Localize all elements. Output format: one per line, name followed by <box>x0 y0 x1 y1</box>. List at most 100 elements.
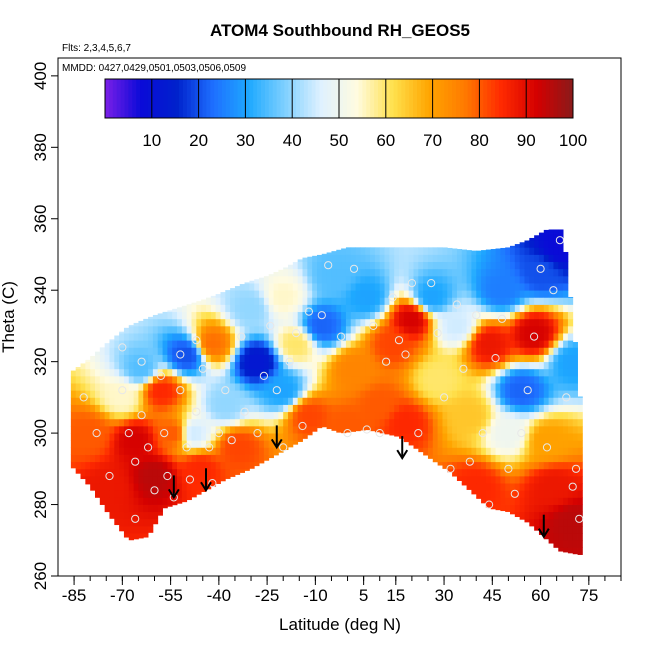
rh-cell <box>316 418 323 427</box>
rh-cell <box>345 261 352 270</box>
rh-cell <box>114 440 120 448</box>
rh-cell <box>234 411 241 420</box>
rh-cell <box>447 340 453 348</box>
rh-cell <box>379 304 385 313</box>
rh-cell <box>423 318 429 327</box>
rh-cell <box>452 248 458 255</box>
x-tick-label: 15 <box>386 586 405 605</box>
rh-cell <box>490 433 496 441</box>
rh-cell <box>95 483 101 491</box>
rh-cell <box>379 347 385 355</box>
rh-cell <box>191 411 197 420</box>
rh-cell <box>534 433 540 441</box>
rh-cell <box>181 368 188 377</box>
rh-cell <box>316 304 323 313</box>
rh-cell <box>403 433 410 441</box>
rh-cell <box>119 331 125 334</box>
rh-cell <box>543 361 550 370</box>
rh-cell <box>278 275 284 284</box>
rh-cell <box>355 304 361 313</box>
rh-cell <box>273 297 279 305</box>
rh-cell <box>500 404 506 413</box>
rh-cell <box>341 275 347 284</box>
rh-cell <box>505 297 511 305</box>
rh-cell <box>524 518 530 523</box>
rh-cell <box>90 383 96 391</box>
rh-cell <box>384 411 390 420</box>
colorbar-segment <box>311 79 316 118</box>
rh-cell <box>495 311 501 320</box>
rh-cell <box>312 318 318 327</box>
rh-cell <box>577 425 583 434</box>
rh-cell <box>553 383 559 391</box>
rh-cell <box>563 540 569 548</box>
rh-cell <box>239 318 245 327</box>
rh-cell <box>152 354 159 363</box>
rh-cell <box>181 475 188 484</box>
rh-cell <box>548 490 554 498</box>
rh-cell <box>254 311 260 320</box>
rh-cell <box>500 397 506 405</box>
rh-cell <box>360 390 366 398</box>
rh-cell <box>534 461 540 470</box>
rh-cell <box>423 340 429 348</box>
rh-cell <box>529 318 535 327</box>
rh-cell <box>476 318 482 327</box>
rh-cell <box>220 411 226 420</box>
rh-cell <box>128 433 135 441</box>
rh-cell <box>567 490 574 498</box>
rh-cell <box>230 375 236 384</box>
rh-cell <box>114 483 120 491</box>
rh-cell <box>505 504 511 512</box>
rh-cell <box>181 433 188 441</box>
rh-cell <box>452 440 458 448</box>
rh-cell <box>138 340 144 348</box>
rh-cell <box>514 483 521 491</box>
rh-cell <box>519 283 525 291</box>
rh-cell <box>548 390 554 398</box>
rh-cell <box>278 269 284 277</box>
rh-cell <box>510 333 516 341</box>
rh-cell <box>519 333 525 341</box>
rh-cell <box>225 304 231 313</box>
rh-cell <box>239 304 245 313</box>
rh-cell <box>331 311 337 320</box>
rh-cell <box>263 354 270 363</box>
rh-cell <box>548 461 554 470</box>
rh-cell <box>563 447 569 455</box>
rh-cell <box>234 340 241 348</box>
rh-cell <box>85 383 91 391</box>
rh-cell <box>514 454 521 463</box>
rh-cell <box>336 340 342 348</box>
rh-cell <box>259 354 265 363</box>
rh-cell <box>119 511 125 520</box>
rh-cell <box>427 404 434 413</box>
rh-cell <box>370 247 376 255</box>
rh-cell <box>413 290 419 298</box>
x-tick-label: -25 <box>255 586 280 605</box>
rh-cell <box>123 375 130 384</box>
rh-cell <box>524 447 530 455</box>
rh-cell <box>273 311 279 320</box>
rh-cell <box>461 261 467 270</box>
rh-cell <box>254 404 260 413</box>
rh-cell <box>572 390 578 398</box>
rh-cell <box>119 490 125 498</box>
rh-cell <box>379 268 385 277</box>
rh-cell <box>186 354 192 363</box>
rh-cell <box>133 440 139 448</box>
rh-cell <box>442 318 448 327</box>
rh-cell <box>505 490 511 498</box>
rh-cell <box>481 411 487 420</box>
rh-cell <box>567 325 574 334</box>
rh-cell <box>167 468 173 477</box>
rh-cell <box>403 275 410 284</box>
rh-cell <box>538 475 545 484</box>
rh-cell <box>196 425 202 434</box>
rh-cell <box>563 468 569 477</box>
rh-cell <box>466 418 472 427</box>
rh-cell <box>263 397 270 405</box>
rh-cell <box>567 483 574 491</box>
rh-cell <box>302 290 308 298</box>
rh-cell <box>563 361 569 370</box>
